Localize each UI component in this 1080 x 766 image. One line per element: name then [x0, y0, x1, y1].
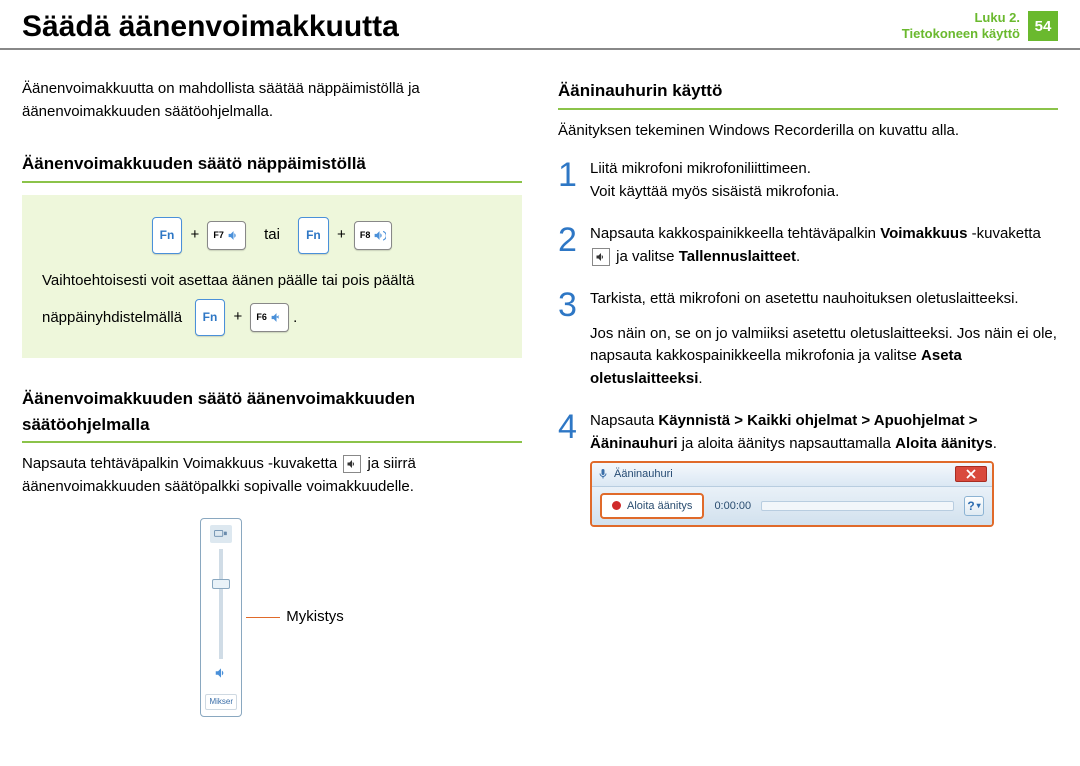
- speaker-small-icon: [214, 665, 228, 688]
- s4-e: .: [993, 435, 997, 452]
- s3-l2c: .: [698, 370, 702, 387]
- f8-label: F8: [360, 225, 371, 246]
- callout-line: [246, 617, 280, 619]
- recorder-title-left: Ääninauhuri: [597, 466, 673, 483]
- shortcut-line2a: Vaihtoehtoisesti voit asettaa äänen pääl…: [42, 264, 502, 299]
- volume-panel[interactable]: Mikser: [200, 518, 242, 717]
- mute-label: Mykistys: [286, 606, 344, 629]
- s2-b1: Voimakkuus: [880, 225, 967, 242]
- step-content: Napsauta kakkospainikkeella tehtäväpalki…: [590, 223, 1058, 268]
- s4-text: Napsauta Käynnistä > Kaikki ohjelmat > A…: [590, 410, 1058, 455]
- period: .: [293, 308, 297, 325]
- step1-l2: Voit käyttää myös sisäistä mikrofonia.: [590, 181, 1058, 204]
- step-num: 3: [558, 288, 578, 390]
- numbered-list: 1 Liitä mikrofoni mikrofoniliittimeen. V…: [558, 158, 1058, 527]
- content-columns: Äänenvoimakkuutta on mahdollista säätää …: [0, 50, 1080, 745]
- step-num: 1: [558, 158, 578, 203]
- plus-sign-3: +: [233, 308, 242, 325]
- start-recording-label: Aloita äänitys: [627, 498, 692, 515]
- page-title: Säädä äänenvoimakkuutta: [22, 10, 399, 44]
- s2-pre: Napsauta kakkospainikkeella tehtäväpalki…: [590, 225, 880, 242]
- recording-progress: [761, 501, 954, 511]
- s3-l2: Jos näin on, se on jo valmiiksi asetettu…: [590, 323, 1058, 391]
- fn-key-3: Fn: [195, 299, 226, 337]
- volume-up-icon: [373, 229, 386, 242]
- plus-sign: +: [190, 226, 199, 243]
- right-column: Ääninauhurin käyttö Äänityksen tekeminen…: [558, 78, 1058, 717]
- plus-sign-2: +: [337, 226, 346, 243]
- help-icon: ?: [967, 497, 974, 515]
- record-dot-icon: [612, 501, 621, 510]
- step-content: Liitä mikrofoni mikrofoniliittimeen. Voi…: [590, 158, 1058, 203]
- section2-heading: Äänenvoimakkuuden säätö äänenvoimakkuude…: [22, 386, 522, 443]
- shortcut-line2b: näppäinyhdistelmällä: [42, 308, 182, 325]
- step-num: 4: [558, 410, 578, 527]
- right-intro: Äänityksen tekeminen Windows Recorderill…: [558, 120, 1058, 143]
- volume-slider[interactable]: [219, 549, 223, 659]
- page-number-badge: 54: [1028, 11, 1058, 41]
- step1-l1: Liitä mikrofoni mikrofoniliittimeen.: [590, 158, 1058, 181]
- mixer-link[interactable]: Mikser: [205, 694, 237, 710]
- shortcut-line2b-wrap: näppäinyhdistelmällä Fn + F6 .: [42, 299, 502, 337]
- start-recording-button[interactable]: Aloita äänitys: [600, 493, 704, 520]
- recorder-title-text: Ääninauhuri: [614, 466, 673, 483]
- mic-icon: [597, 468, 609, 480]
- s2-mid: -kuvaketta: [967, 225, 1040, 242]
- step-3: 3 Tarkista, että mikrofoni on asetettu n…: [558, 288, 1058, 390]
- volume-panel-wrapper: Mikser Mykistys: [22, 518, 522, 717]
- chapter-info: Luku 2. Tietokoneen käyttö: [902, 10, 1020, 43]
- speaker-icon: [592, 248, 610, 266]
- s4-d: Aloita äänitys: [895, 435, 993, 452]
- volume-thumb[interactable]: [212, 579, 230, 589]
- chevron-down-icon: ▾: [977, 500, 981, 512]
- step-1: 1 Liitä mikrofoni mikrofoniliittimeen. V…: [558, 158, 1058, 203]
- step-content: Tarkista, että mikrofoni on asetettu nau…: [590, 288, 1058, 390]
- step-4: 4 Napsauta Käynnistä > Kaikki ohjelmat >…: [558, 410, 1058, 527]
- right-section-heading: Ääninauhurin käyttö: [558, 78, 1058, 110]
- f6-label: F6: [256, 307, 267, 328]
- recording-time: 0:00:00: [714, 498, 751, 515]
- recorder-titlebar: Ääninauhuri: [592, 463, 992, 487]
- speaker-icon: [343, 455, 361, 473]
- section1-heading: Äänenvoimakkuuden säätö näppäimistöllä: [22, 151, 522, 183]
- header-right: Luku 2. Tietokoneen käyttö 54: [902, 10, 1058, 43]
- section2-text-a: Napsauta tehtäväpalkin Voimakkuus -kuvak…: [22, 455, 341, 472]
- close-button[interactable]: [955, 466, 987, 482]
- f8-key: F8: [354, 221, 393, 250]
- recorder-window: Ääninauhuri Aloita äänitys 0:00:00: [590, 461, 994, 527]
- chapter-line1: Luku 2.: [902, 10, 1020, 26]
- intro-text: Äänenvoimakkuutta on mahdollista säätää …: [22, 78, 522, 123]
- page-header: Säädä äänenvoimakkuutta Luku 2. Tietokon…: [0, 0, 1080, 50]
- s3-l1: Tarkista, että mikrofoni on asetettu nau…: [590, 288, 1058, 311]
- step-num: 2: [558, 223, 578, 268]
- s2-post: ja valitse: [612, 248, 679, 265]
- step-content: Napsauta Käynnistä > Kaikki ohjelmat > A…: [590, 410, 1058, 527]
- f7-key: F7: [207, 221, 246, 250]
- close-icon: [966, 469, 976, 479]
- keyboard-shortcut-box: Fn + F7 tai Fn + F8 Vaihtoehtoisesti voi…: [22, 195, 522, 359]
- fn-key-2: Fn: [298, 217, 329, 255]
- left-column: Äänenvoimakkuutta on mahdollista säätää …: [22, 78, 522, 717]
- s2-end: .: [796, 248, 800, 265]
- device-icon: [210, 525, 232, 543]
- recorder-body: Aloita äänitys 0:00:00 ?▾: [592, 487, 992, 526]
- tai-text: tai: [264, 226, 280, 243]
- section2-text: Napsauta tehtäväpalkin Voimakkuus -kuvak…: [22, 453, 522, 498]
- s4-c: ja aloita äänitys napsauttamalla: [678, 435, 896, 452]
- s2-b2: Tallennuslaitteet: [679, 248, 796, 265]
- s3-l2a: Jos näin on, se on jo valmiiksi asetettu…: [590, 325, 1057, 365]
- mute-icon: [270, 311, 283, 324]
- volume-down-icon: [227, 229, 240, 242]
- f6-key: F6: [250, 303, 289, 332]
- step-2: 2 Napsauta kakkospainikkeella tehtäväpal…: [558, 223, 1058, 268]
- fn-key: Fn: [152, 217, 183, 255]
- f7-label: F7: [213, 225, 224, 246]
- help-button[interactable]: ?▾: [964, 496, 984, 516]
- shortcut-line1: Fn + F7 tai Fn + F8: [42, 217, 502, 255]
- s4-a: Napsauta: [590, 412, 658, 429]
- chapter-line2: Tietokoneen käyttö: [902, 26, 1020, 42]
